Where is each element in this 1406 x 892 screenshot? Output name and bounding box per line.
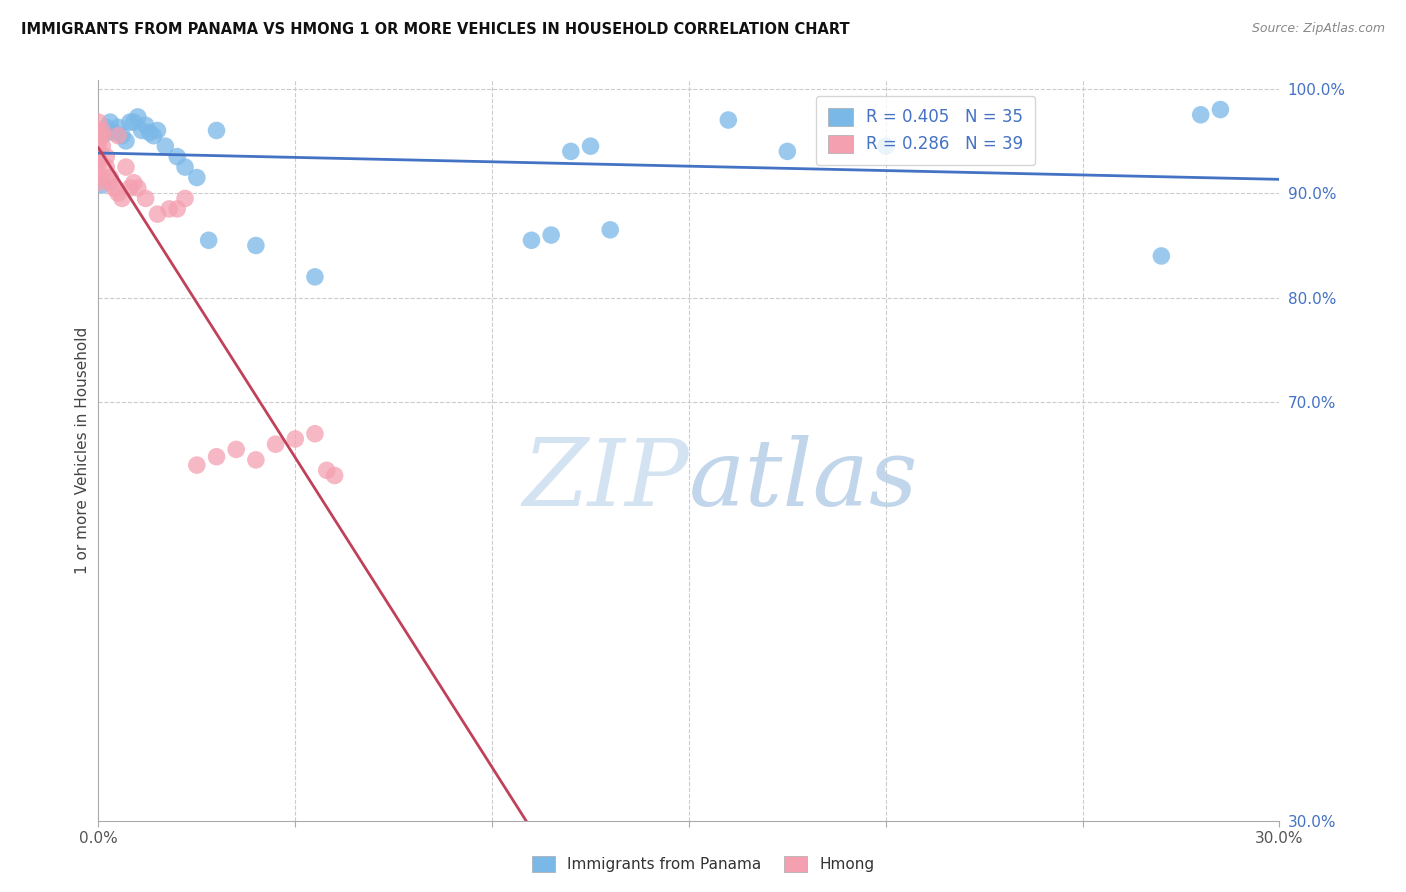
Point — [304, 426, 326, 441]
Point — [186, 458, 208, 472]
Point — [111, 191, 134, 205]
Point — [135, 191, 157, 205]
Point — [205, 123, 228, 137]
Point — [166, 202, 188, 216]
Point — [157, 202, 180, 216]
Point — [87, 115, 110, 129]
Point — [103, 181, 125, 195]
Point — [1189, 108, 1212, 122]
Point — [96, 120, 118, 135]
Point — [520, 233, 543, 247]
Point — [540, 228, 562, 243]
Text: atlas: atlas — [689, 435, 918, 525]
Point — [87, 165, 110, 179]
Point — [127, 110, 149, 124]
Point — [98, 115, 121, 129]
Point — [174, 191, 197, 205]
Point — [91, 123, 114, 137]
Point — [96, 160, 118, 174]
Point — [118, 115, 141, 129]
Point — [118, 181, 141, 195]
Point — [1209, 103, 1232, 117]
Point — [776, 145, 799, 159]
Point — [166, 150, 188, 164]
Point — [107, 120, 129, 135]
Point — [323, 468, 346, 483]
Point — [875, 139, 897, 153]
Point — [87, 176, 110, 190]
Point — [107, 186, 129, 201]
Y-axis label: 1 or more Vehicles in Household: 1 or more Vehicles in Household — [75, 326, 90, 574]
Legend: R = 0.405   N = 35, R = 0.286   N = 39: R = 0.405 N = 35, R = 0.286 N = 39 — [815, 96, 1035, 165]
Text: IMMIGRANTS FROM PANAMA VS HMONG 1 OR MORE VEHICLES IN HOUSEHOLD CORRELATION CHAR: IMMIGRANTS FROM PANAMA VS HMONG 1 OR MOR… — [21, 22, 849, 37]
Point — [87, 154, 110, 169]
Point — [142, 128, 165, 143]
Point — [146, 123, 169, 137]
Point — [264, 437, 287, 451]
Point — [579, 139, 602, 153]
Point — [284, 432, 307, 446]
Point — [87, 139, 110, 153]
Point — [155, 139, 177, 153]
Point — [98, 176, 121, 190]
Point — [91, 128, 114, 143]
Point — [560, 145, 582, 159]
Point — [107, 128, 129, 143]
Point — [225, 442, 247, 457]
Point — [122, 176, 145, 190]
Text: Source: ZipAtlas.com: Source: ZipAtlas.com — [1251, 22, 1385, 36]
Point — [304, 269, 326, 284]
Point — [115, 134, 138, 148]
Point — [599, 223, 621, 237]
Point — [245, 238, 267, 252]
Point — [205, 450, 228, 464]
Point — [87, 123, 110, 137]
Point — [87, 150, 110, 164]
Point — [103, 126, 125, 140]
Point — [87, 128, 110, 143]
Point — [186, 170, 208, 185]
Point — [91, 139, 114, 153]
Point — [174, 160, 197, 174]
Point — [717, 113, 740, 128]
Text: ZIP: ZIP — [522, 435, 689, 525]
Point — [87, 170, 110, 185]
Point — [138, 126, 160, 140]
Point — [135, 118, 157, 132]
Point — [197, 233, 219, 247]
Point — [127, 181, 149, 195]
Point — [96, 150, 118, 164]
Point — [91, 178, 114, 192]
Point — [131, 123, 153, 137]
Point — [115, 160, 138, 174]
Point — [87, 134, 110, 148]
Point — [122, 115, 145, 129]
Point — [96, 126, 118, 140]
Point — [98, 170, 121, 185]
Point — [245, 453, 267, 467]
Legend: Immigrants from Panama, Hmong: Immigrants from Panama, Hmong — [524, 848, 882, 880]
Point — [111, 128, 134, 143]
Point — [1150, 249, 1173, 263]
Point — [146, 207, 169, 221]
Point — [315, 463, 337, 477]
